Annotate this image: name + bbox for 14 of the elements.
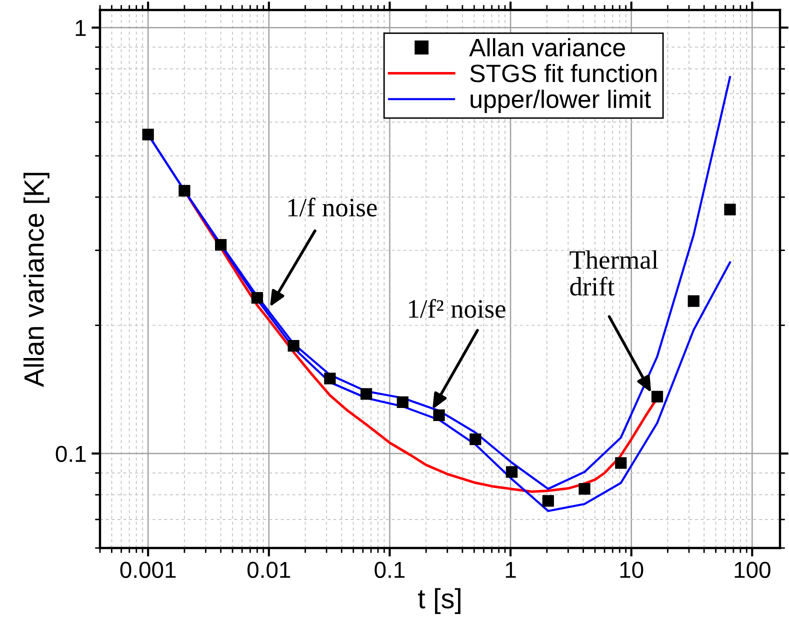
annotation: 1/f² noise [409, 299, 506, 318]
x-tick-label: 0.1 [374, 562, 405, 578]
legend-label: upper/lower limit [470, 90, 651, 114]
x-axis-title: t [s] [418, 588, 460, 614]
annotation: 1/f noise [288, 198, 377, 217]
legend-label: STGS fit function [470, 64, 656, 82]
x-tick-label: 0.01 [247, 562, 290, 578]
y-axis-title: Allan variance [K] [24, 172, 50, 388]
x-tick-label: 0.001 [120, 562, 176, 578]
x-tick-label: 1 [506, 562, 516, 578]
x-tick-label: 100 [734, 562, 770, 578]
legend-label: Allan variance [469, 38, 626, 56]
x-tick-label: 10 [620, 562, 644, 578]
annotation: Thermal drift [570, 250, 658, 296]
